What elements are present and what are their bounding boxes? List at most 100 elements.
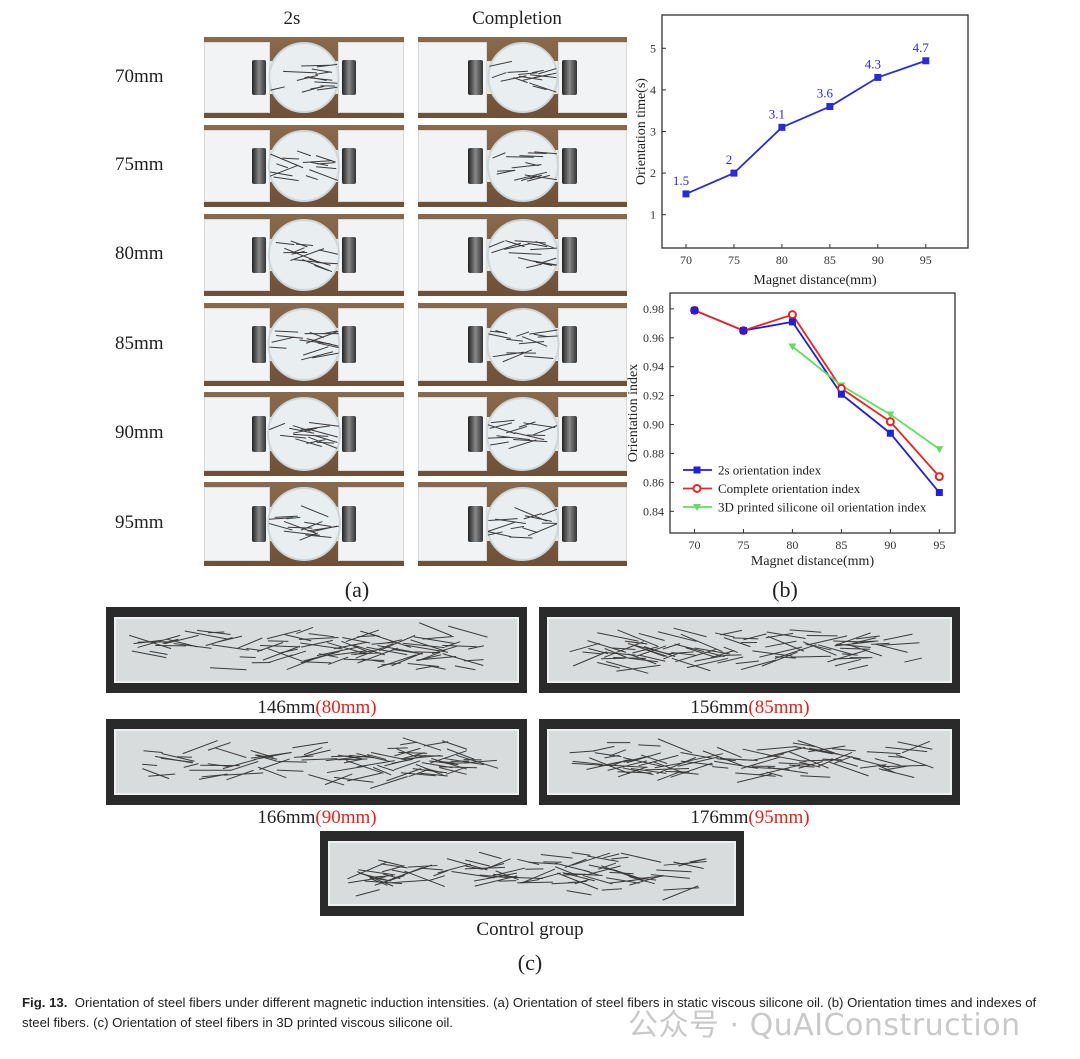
plot-frame — [669, 292, 956, 534]
y-tick-label: 1 — [650, 208, 656, 222]
magnet-distance: (95mm) — [748, 807, 810, 828]
tray-photo-156mm — [539, 607, 960, 693]
y-tick-label: 2 — [650, 166, 656, 180]
data-point-0 — [730, 169, 738, 177]
data-point-0 — [739, 327, 747, 335]
x-tick-label: 90 — [884, 538, 896, 552]
column-header-2s: 2s — [283, 8, 301, 29]
distance: 156mm — [690, 697, 749, 718]
x-tick-label: 75 — [737, 538, 749, 552]
photo-completion — [418, 482, 627, 566]
photo-2s — [204, 303, 404, 386]
fibers — [347, 851, 708, 901]
fibers — [487, 419, 558, 450]
data-label: 2 — [726, 152, 733, 167]
y-tick-label: 0.98 — [643, 302, 664, 316]
column-header-completion: Completion — [472, 8, 562, 29]
fibers — [570, 628, 923, 675]
data-point-0 — [778, 123, 786, 131]
photo-completion — [418, 303, 627, 386]
tray-label-control: Control group — [476, 919, 584, 940]
photo-2s — [204, 214, 404, 296]
tray-label-156mm: 156mm(85mm) — [690, 697, 809, 719]
distance: 166mm — [257, 807, 316, 828]
photo-completion — [418, 125, 627, 207]
watermark: 公众号 · QuAIConstruction — [628, 1008, 1021, 1043]
data-label: 1.5 — [673, 173, 689, 188]
tray-photo-146mm — [106, 607, 527, 693]
photo-2s — [204, 482, 404, 566]
y-tick-label: 0.94 — [643, 360, 664, 374]
y-tick-label: 0.84 — [643, 504, 664, 518]
x-tick-label: 70 — [688, 538, 700, 552]
row-label: 85mm — [115, 332, 164, 354]
row-label: 70mm — [115, 65, 164, 87]
x-tick-label: 85 — [824, 253, 836, 267]
panel-label-a: (a) — [344, 577, 370, 602]
tray-photo-166mm — [106, 719, 527, 805]
fibers — [487, 507, 558, 539]
fibers — [270, 63, 338, 93]
photo-completion — [418, 214, 627, 296]
panel-label-b: (b) — [772, 577, 798, 602]
caption-text: Orientation of steel fibers under differ… — [22, 995, 1037, 1030]
data-point-0 — [935, 489, 943, 497]
fibers — [488, 240, 557, 269]
legend-marker — [693, 466, 701, 474]
y-tick-label: 3 — [650, 125, 656, 139]
data-point-2 — [788, 343, 797, 351]
row-label: 95mm — [115, 512, 164, 533]
tray-label-166mm: 166mm(90mm) — [257, 807, 376, 829]
photo-completion — [418, 37, 627, 118]
fibers — [142, 737, 499, 790]
data-point-1 — [885, 417, 895, 427]
data-label: 3.1 — [769, 106, 785, 121]
x-tick-label: 95 — [920, 253, 932, 267]
data-point-0 — [690, 306, 698, 314]
x-axis-label: Magnet distance(mm) — [753, 273, 877, 288]
fibers — [488, 60, 557, 93]
x-axis-label: Magnet distance(mm) — [751, 554, 875, 569]
tray-photo-control — [320, 831, 744, 916]
data-point-2 — [935, 446, 944, 454]
x-tick-label: 90 — [872, 253, 884, 267]
fibers — [269, 330, 339, 361]
orientation-charts: 70 75 80 85 90 95 1 2 3 4 5 Magnet distance(mm) Orie… — [626, 14, 969, 569]
x-tick-label: 95 — [933, 538, 945, 552]
fibers — [269, 505, 339, 541]
panel-label-c: (c) — [517, 950, 543, 975]
distance: 176mm — [690, 807, 749, 828]
photo-2s — [204, 392, 404, 476]
y-tick-label: 0.96 — [643, 331, 664, 345]
legend-marker — [693, 504, 701, 511]
x-tick-label: 80 — [776, 253, 788, 267]
photo-2s — [204, 125, 404, 207]
tray-photo-176mm — [539, 719, 960, 805]
x-tick-label: 70 — [680, 253, 692, 267]
fibers — [129, 622, 489, 671]
photo-2s — [204, 37, 404, 118]
fibers — [269, 150, 339, 182]
y-tick-label: 0.90 — [643, 418, 664, 432]
data-point-0 — [874, 73, 882, 81]
series-line-2 — [791, 345, 940, 450]
data-point-0 — [922, 57, 930, 65]
y-tick-label: 5 — [650, 41, 656, 55]
fibers — [275, 240, 339, 273]
y-axis-label: Orientation index — [626, 364, 641, 462]
data-point-2 — [886, 411, 895, 419]
y-tick-label: 4 — [650, 83, 656, 97]
distance: 146mm — [257, 697, 316, 718]
data-label: 3.6 — [817, 86, 834, 101]
row-label: 80mm — [115, 243, 164, 264]
figure-number: Fig. 13. — [22, 995, 68, 1010]
figure-caption: Fig. 13. Orientation of steel fibers und… — [22, 993, 1062, 1033]
x-tick-label: 85 — [835, 538, 847, 552]
y-tick-label: 0.88 — [643, 446, 664, 460]
data-point-0 — [682, 190, 690, 198]
legend-entry: 2s orientation index — [718, 463, 822, 478]
tray-label-146mm: 146mm(80mm) — [257, 697, 376, 719]
series-line-1 — [694, 309, 941, 478]
y-axis-label: Orientation time(s) — [634, 78, 649, 185]
data-label: 4.7 — [913, 40, 930, 55]
